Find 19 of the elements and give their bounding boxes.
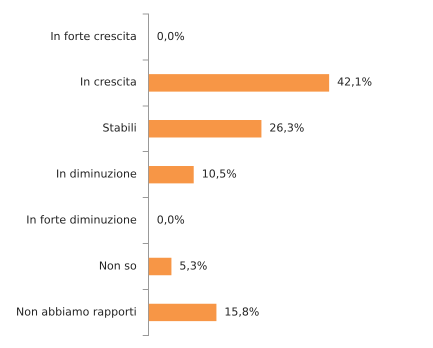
y-tick-label: Non so <box>98 259 137 272</box>
y-tick-label: Non abbiamo rapporti <box>16 305 137 318</box>
bar <box>148 120 262 138</box>
data-label: 0,0% <box>156 213 185 226</box>
bar <box>148 304 216 322</box>
bar <box>148 166 194 184</box>
y-tick-label: In diminuzione <box>56 168 137 181</box>
bar <box>148 258 172 276</box>
y-tick-label: In forte crescita <box>50 30 137 43</box>
y-tick-label: In crescita <box>80 76 137 89</box>
data-label: 10,5% <box>202 168 237 181</box>
data-label: 26,3% <box>269 122 304 135</box>
data-label: 15,8% <box>224 305 260 318</box>
data-label: 42,1% <box>337 76 372 89</box>
bar <box>148 74 330 92</box>
data-label: 0,0% <box>156 30 185 43</box>
data-label: 5,3% <box>179 259 208 272</box>
y-tick-label: Stabili <box>102 122 137 135</box>
y-tick-label: In forte diminuzione <box>26 213 137 226</box>
